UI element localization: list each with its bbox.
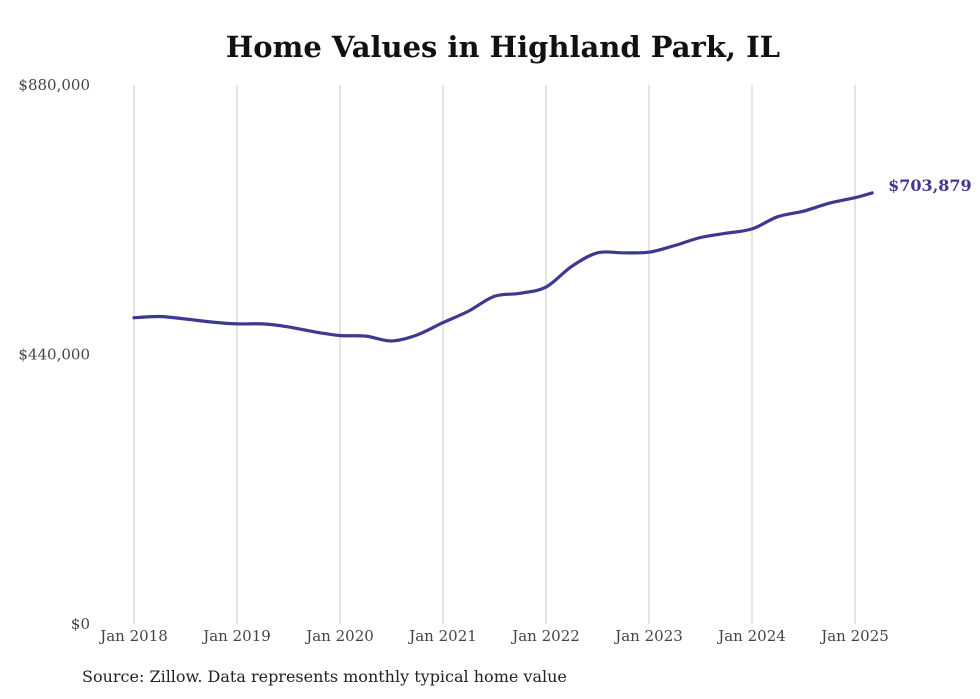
x-axis: Jan 2018 Jan 2019 Jan 2020 Jan 2021 Jan 2022… (98, 627, 889, 645)
x-tick-label: Jan 2018 (98, 627, 168, 645)
series-line (132, 191, 874, 343)
x-tick-label: Jan 2025 (819, 627, 889, 645)
x-tick-label: Jan 2020 (304, 627, 374, 645)
y-tick-label: $880,000 (18, 76, 90, 94)
x-tick-label: Jan 2022 (510, 627, 580, 645)
y-tick-label: $440,000 (18, 346, 90, 364)
source-note: Source: Zillow. Data represents monthly … (82, 667, 567, 686)
chart-title: Home Values in Highland Park, IL (225, 30, 781, 64)
x-tick-label: Jan 2024 (716, 627, 786, 645)
y-axis: $0 $440,000 $880,000 (18, 76, 90, 633)
gridlines (133, 85, 856, 624)
x-tick-label: Jan 2021 (407, 627, 477, 645)
x-tick-label: Jan 2023 (613, 627, 683, 645)
x-tick-label: Jan 2019 (201, 627, 271, 645)
end-value-label: $703,879 (888, 176, 972, 195)
y-tick-label: $0 (71, 615, 90, 633)
series-area: $703,879 (132, 176, 972, 343)
